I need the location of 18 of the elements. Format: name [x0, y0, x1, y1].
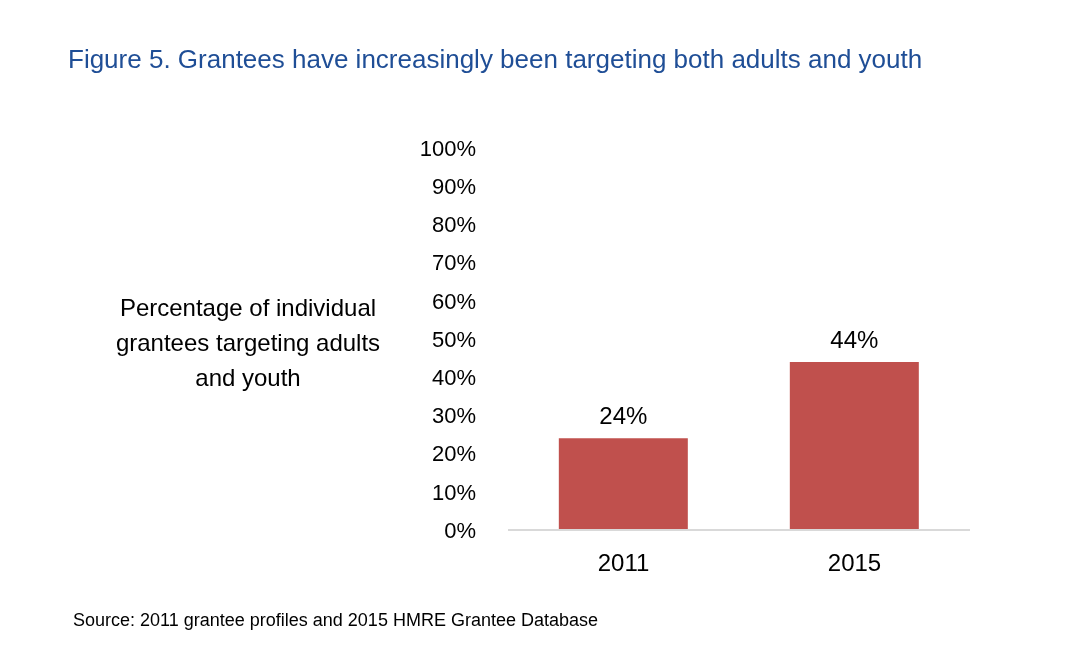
- y-tick-label: 80%: [431, 212, 476, 238]
- data-label: 44%: [830, 325, 879, 353]
- chart-title: Figure 5. Grantees have increasingly been targeting both adults and youth: [68, 44, 923, 75]
- data-label: 24%: [599, 402, 648, 430]
- y-tick-label: 20%: [431, 441, 476, 467]
- y-tick-label: 30%: [431, 403, 476, 429]
- y-tick-label: 60%: [431, 288, 476, 314]
- y-tick-label: 10%: [431, 479, 476, 505]
- y-tick-label: 100%: [419, 135, 476, 161]
- y-tick-label: 40%: [431, 365, 476, 391]
- y-tick-label: 0%: [444, 517, 476, 543]
- x-tick-label: 2015: [827, 549, 882, 577]
- y-tick-label: 70%: [431, 250, 476, 276]
- x-tick-label: 2011: [597, 549, 650, 577]
- y-tick-label: 50%: [431, 326, 476, 352]
- y-tick-label: 90%: [431, 174, 476, 200]
- y-axis-title: Percentage of individual grantees targeting adults and youth: [114, 293, 382, 393]
- source-note: Source: 2011 grantee profiles and 2015 HMRE Grantee Database: [73, 610, 598, 631]
